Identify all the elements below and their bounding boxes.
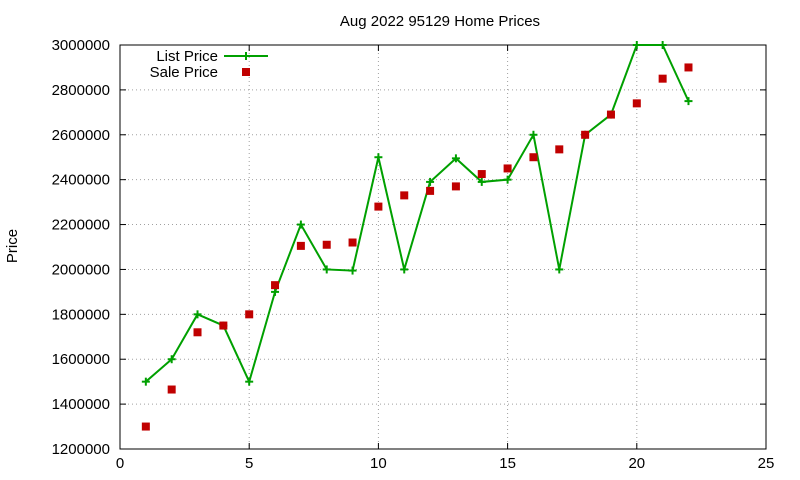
point-list-price bbox=[141, 377, 150, 386]
point-list-price bbox=[684, 97, 693, 106]
y-tick-label: 2400000 bbox=[52, 172, 110, 189]
y-tick-label: 2800000 bbox=[52, 82, 110, 99]
point-sale-price bbox=[141, 422, 150, 431]
series-sale-price bbox=[141, 63, 693, 431]
x-tick-label: 20 bbox=[628, 455, 645, 472]
chart-title: Aug 2022 95129 Home Prices bbox=[340, 13, 540, 30]
point-sale-price bbox=[606, 110, 615, 119]
point-sale-price bbox=[503, 164, 512, 173]
y-tick-label: 2200000 bbox=[52, 217, 110, 234]
point-sale-price bbox=[219, 321, 228, 330]
point-sale-price bbox=[348, 238, 357, 247]
legend-label: List Price bbox=[156, 48, 218, 65]
y-tick-label: 2000000 bbox=[52, 261, 110, 278]
point-list-price bbox=[632, 41, 641, 49]
point-list-price bbox=[271, 287, 280, 296]
y-tick-label: 1200000 bbox=[52, 441, 110, 458]
point-list-price bbox=[296, 220, 305, 229]
grid bbox=[120, 45, 766, 449]
y-tick-label: 1800000 bbox=[52, 306, 110, 323]
point-list-price bbox=[555, 265, 564, 274]
point-sale-price bbox=[322, 240, 331, 249]
y-tick-label: 2600000 bbox=[52, 127, 110, 144]
point-sale-price bbox=[374, 202, 383, 211]
series-layer bbox=[141, 41, 693, 431]
point-list-price bbox=[426, 177, 435, 186]
x-tick-label: 5 bbox=[245, 455, 253, 472]
point-sale-price bbox=[426, 186, 435, 195]
point-list-price bbox=[658, 41, 667, 49]
point-list-price bbox=[193, 310, 202, 319]
point-sale-price bbox=[167, 385, 176, 394]
y-tick-label: 1400000 bbox=[52, 396, 110, 413]
point-list-price bbox=[477, 177, 486, 186]
y-tick-label: 3000000 bbox=[52, 37, 110, 54]
point-list-price bbox=[400, 265, 409, 274]
y-axis-label: Price bbox=[4, 229, 21, 263]
point-sale-price bbox=[529, 153, 538, 162]
point-sale-price bbox=[581, 130, 590, 139]
point-list-price bbox=[529, 130, 538, 139]
point-sale-price bbox=[193, 328, 202, 337]
legend-item-sale-price: Sale Price bbox=[150, 64, 250, 81]
legend-marker bbox=[242, 68, 250, 76]
point-list-price bbox=[322, 265, 331, 274]
x-tick-label: 10 bbox=[370, 455, 387, 472]
point-sale-price bbox=[400, 191, 409, 200]
legend-label: Sale Price bbox=[150, 64, 218, 81]
point-list-price bbox=[451, 154, 460, 163]
point-list-price bbox=[167, 355, 176, 364]
point-sale-price bbox=[245, 310, 254, 319]
series-line-list-price bbox=[145, 44, 690, 385]
point-sale-price bbox=[658, 74, 667, 83]
point-sale-price bbox=[271, 281, 280, 290]
point-sale-price bbox=[296, 241, 305, 250]
point-list-price bbox=[374, 153, 383, 162]
point-list-price bbox=[503, 175, 512, 184]
point-list-price bbox=[348, 266, 357, 275]
legend-item-list-price: List Price bbox=[156, 48, 268, 65]
series-list-price bbox=[141, 41, 693, 386]
x-tick-label: 15 bbox=[499, 455, 516, 472]
y-tick-label: 1600000 bbox=[52, 351, 110, 368]
x-tick-label: 25 bbox=[758, 455, 775, 472]
point-sale-price bbox=[555, 145, 564, 154]
point-sale-price bbox=[451, 182, 460, 191]
legend-marker bbox=[242, 52, 250, 60]
plot-frame bbox=[119, 44, 767, 450]
point-sale-price bbox=[477, 170, 486, 179]
axis-ticks: 0 5 10 15 20 25 1200000 1400000 1600000 1800000 20… bbox=[52, 37, 775, 472]
point-list-price bbox=[245, 377, 254, 386]
x-tick-label: 0 bbox=[116, 455, 124, 472]
point-sale-price bbox=[684, 63, 693, 72]
point-sale-price bbox=[632, 99, 641, 108]
